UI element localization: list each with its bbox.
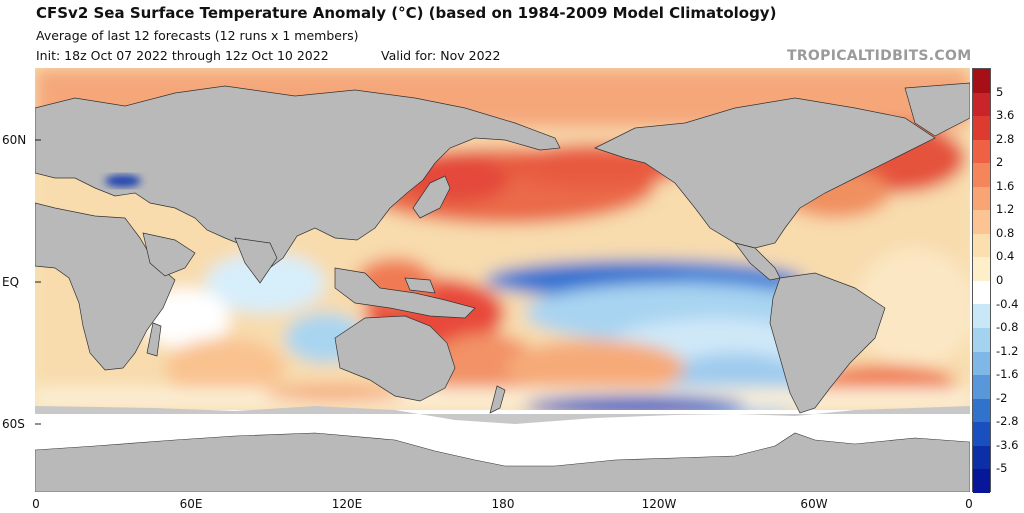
map-canvas: [35, 68, 970, 492]
colorbar-segment: [973, 69, 990, 93]
australia: [334, 315, 456, 402]
colorbar-segment: [973, 328, 990, 352]
antarctica: [35, 432, 970, 492]
lat-label-eq: EQ: [2, 275, 20, 289]
lon-label-180: 180: [491, 497, 515, 511]
colorbar-segment: [973, 304, 990, 329]
colorbar-label: 0.8: [996, 225, 1015, 240]
lon-label-60w: 60W: [800, 497, 828, 511]
colorbar-label: -2.8: [996, 414, 1019, 429]
lon-label-0-end: 0: [965, 497, 973, 511]
colorbar-label: 1.6: [996, 178, 1015, 193]
colorbar-segment: [973, 398, 990, 423]
lat-label-60n: 60N: [2, 133, 27, 147]
brand-watermark: TROPICALTIDBITS.COM: [787, 48, 972, 64]
chart-title: CFSv2 Sea Surface Temperature Anomaly (°…: [36, 4, 777, 22]
south-america: [769, 272, 886, 414]
colorbar-label: -3.6: [996, 437, 1019, 452]
colorbar-segment: [973, 92, 990, 117]
colorbar-label: 5: [996, 84, 1004, 99]
colorbar-segment: [973, 139, 990, 164]
lon-label-120e: 120E: [331, 497, 363, 511]
colorbar-segment: [973, 375, 990, 399]
chart-subtitle: Average of last 12 forecasts (12 runs x …: [36, 28, 359, 43]
colorbar-label: 2: [996, 155, 1004, 170]
colorbar-segment: [973, 422, 990, 446]
colorbar-label: 0.4: [996, 249, 1015, 264]
colorbar-segment: [973, 116, 990, 140]
lon-label-60e: 60E: [179, 497, 203, 511]
lon-label-120w: 120W: [641, 497, 677, 511]
init-time: Init: 18z Oct 07 2022 through 12z Oct 10…: [36, 48, 329, 63]
colorbar-label: -0.8: [996, 320, 1019, 335]
eurasia: [35, 85, 561, 271]
lon-label-0: 0: [32, 497, 40, 511]
colorbar-segment: [973, 163, 990, 187]
black-sea-warm-anomaly: [105, 175, 141, 187]
sst-anomaly-map: [35, 68, 970, 492]
colorbar-label: -1.2: [996, 343, 1019, 358]
colorbar-segment: [973, 186, 990, 211]
colorbar-label: 1.2: [996, 202, 1015, 217]
colorbar-label: 2.8: [996, 131, 1015, 146]
colorbar-segment: [973, 233, 990, 258]
north-america: [594, 97, 936, 249]
colorbar-label: -5: [996, 461, 1008, 476]
africa: [35, 202, 176, 371]
colorbar-segment: [973, 257, 990, 281]
colorbar-segment: [973, 351, 990, 376]
colorbar-label: -0.4: [996, 296, 1019, 311]
colorbar-label: 3.6: [996, 108, 1015, 123]
colorbar-segment: [973, 445, 990, 470]
colorbar: [972, 68, 991, 493]
colorbar-segment: [973, 469, 990, 493]
colorbar-label: -2: [996, 390, 1008, 405]
colorbar-segment: [973, 280, 990, 305]
colorbar-label: 0: [996, 273, 1004, 287]
continents: [35, 82, 970, 414]
colorbar-label: -1.6: [996, 367, 1019, 382]
colorbar-segment: [973, 210, 990, 234]
valid-time: Valid for: Nov 2022: [381, 48, 501, 63]
lat-label-60s: 60S: [2, 417, 25, 431]
